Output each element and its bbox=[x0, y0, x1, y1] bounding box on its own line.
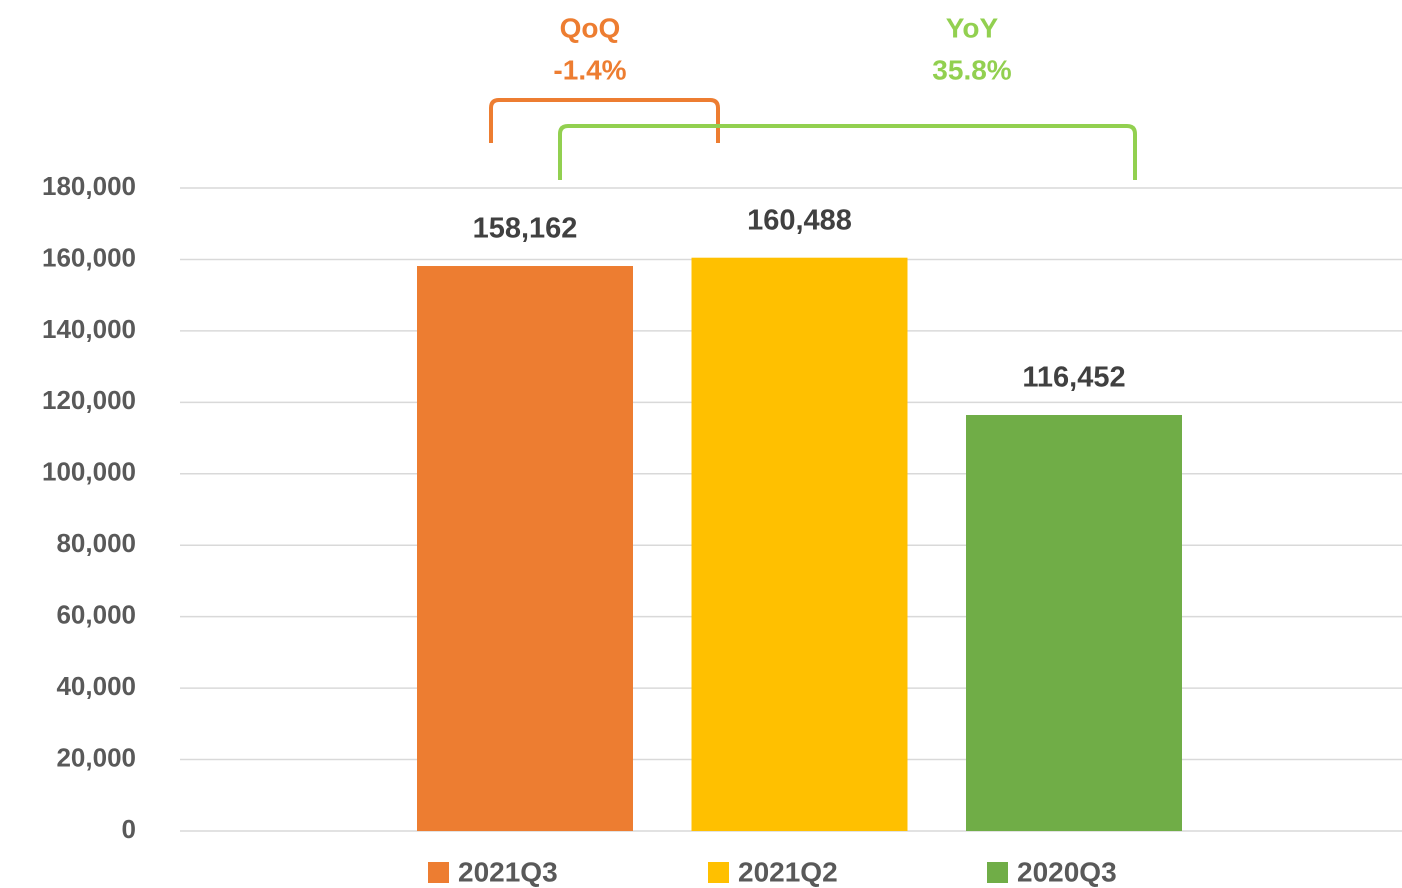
annotation-value: 35.8% bbox=[932, 54, 1011, 85]
y-tick-label: 140,000 bbox=[42, 314, 136, 344]
legend-swatch bbox=[708, 862, 729, 883]
legend-label: 2020Q3 bbox=[1017, 856, 1117, 887]
bracket bbox=[558, 124, 1137, 180]
bracket bbox=[489, 98, 720, 143]
legend-label: 2021Q2 bbox=[738, 856, 838, 887]
y-tick-label: 180,000 bbox=[42, 171, 136, 201]
legend-swatch bbox=[987, 862, 1008, 883]
annotation-title: QoQ bbox=[560, 12, 621, 43]
data-label: 116,452 bbox=[1022, 362, 1125, 394]
annotation-title: YoY bbox=[946, 12, 999, 43]
y-tick-label: 20,000 bbox=[56, 742, 136, 772]
y-tick-label: 160,000 bbox=[42, 242, 136, 272]
bar bbox=[966, 415, 1182, 831]
legend-label: 2021Q3 bbox=[458, 856, 558, 887]
legend-swatch bbox=[428, 862, 449, 883]
y-tick-label: 100,000 bbox=[42, 457, 136, 487]
y-tick-label: 80,000 bbox=[56, 528, 136, 558]
y-tick-label: 0 bbox=[122, 814, 136, 844]
y-tick-label: 60,000 bbox=[56, 600, 136, 630]
data-label: 158,162 bbox=[473, 213, 578, 245]
bar bbox=[417, 266, 633, 831]
annotation-value: -1.4% bbox=[553, 54, 626, 85]
bar bbox=[691, 257, 908, 832]
y-tick-label: 40,000 bbox=[56, 671, 136, 701]
data-label: 160,488 bbox=[747, 204, 852, 236]
y-tick-label: 120,000 bbox=[42, 385, 136, 415]
